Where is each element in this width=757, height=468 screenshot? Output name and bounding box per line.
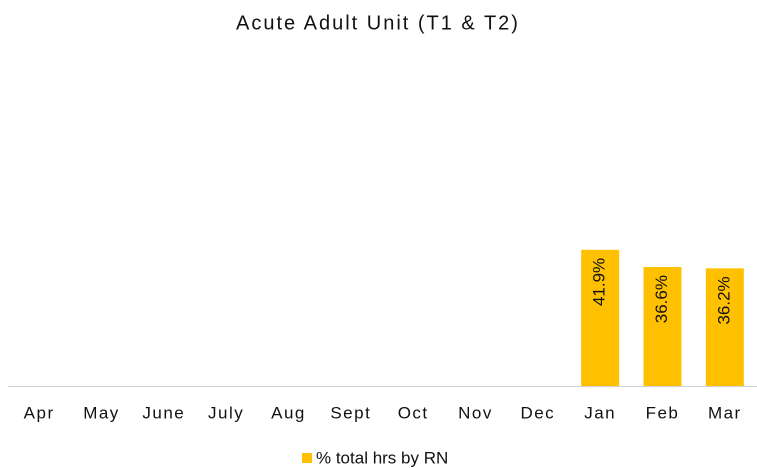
x-tick-label: July (208, 403, 244, 422)
x-tick-label: Feb (646, 403, 680, 422)
x-tick-label: Nov (458, 403, 493, 422)
value-label: 36.2% (714, 276, 733, 324)
x-tick-label: Dec (520, 403, 555, 422)
x-tick-label: Jan (584, 403, 616, 422)
value-label: 41.9% (590, 258, 609, 306)
bar (643, 267, 682, 386)
bar (705, 268, 744, 386)
x-tick-label: Apr (24, 403, 55, 422)
legend-swatch (302, 453, 312, 463)
chart-title: Acute Adult Unit (T1 & T2) (236, 12, 520, 34)
value-label: 36.6% (652, 275, 671, 323)
x-tick-label: Oct (398, 403, 429, 422)
x-tick-label: Aug (271, 403, 306, 422)
x-tick-label: Mar (708, 403, 742, 422)
x-tick-label: May (83, 403, 120, 422)
x-tick-label: Sept (330, 403, 371, 422)
legend-label: % total hrs by RN (316, 448, 448, 467)
x-tick-label: June (142, 403, 185, 422)
bar (581, 249, 620, 386)
